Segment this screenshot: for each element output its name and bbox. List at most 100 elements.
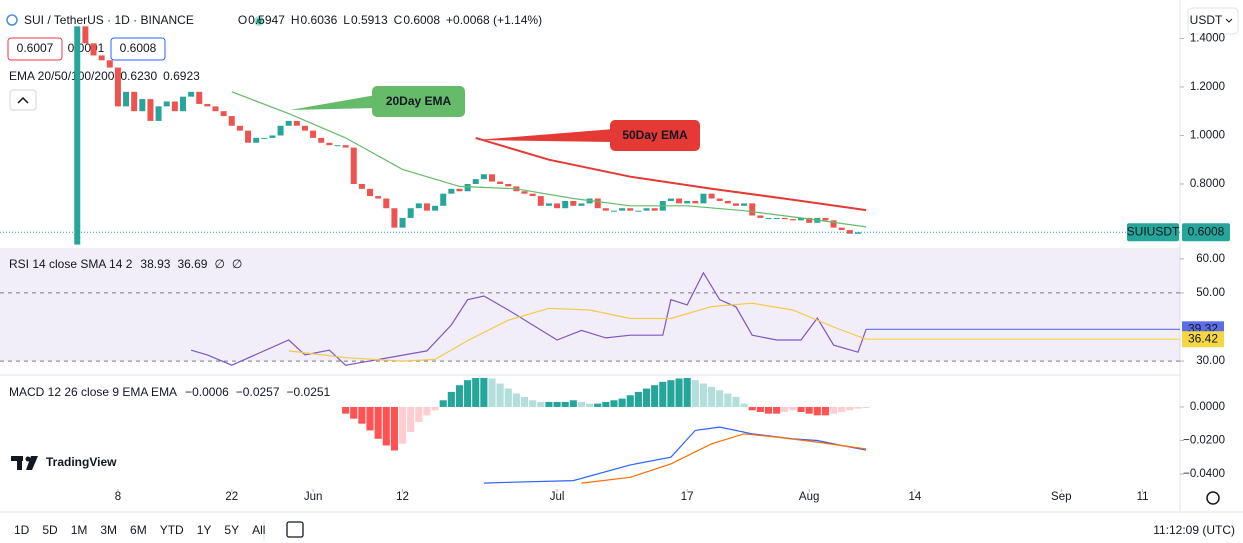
indicator-line [475, 136, 867, 212]
y-tick-label: −0.0400 [1183, 468, 1225, 480]
histogram-bar [594, 403, 602, 407]
candle [724, 200, 731, 204]
histogram-bar [626, 395, 634, 407]
candle [220, 111, 227, 117]
histogram-bar [813, 406, 821, 416]
candle [619, 208, 626, 211]
candle [179, 96, 186, 112]
histogram-bar [390, 406, 398, 451]
range-button[interactable]: 1M [71, 523, 88, 537]
range-button[interactable]: 1D [14, 523, 30, 537]
candle [375, 196, 382, 199]
pane-title: RSI 14 close SMA 14 2 [9, 257, 133, 271]
histogram-bar [545, 401, 553, 407]
histogram-bar [423, 406, 431, 416]
collapse-button[interactable] [9, 89, 37, 111]
histogram-bar [805, 406, 813, 414]
candle [204, 103, 211, 107]
histogram-bar [480, 378, 488, 407]
ohlc-value: 0.5947 [248, 13, 285, 27]
histogram-bar [699, 383, 708, 407]
histogram-bar [724, 393, 732, 407]
candle [432, 205, 439, 211]
logo-shape [26, 456, 38, 470]
candle [480, 174, 487, 180]
change: +0.0068 (+1.14%) [446, 13, 542, 27]
y-tick-label: 50.00 [1196, 287, 1225, 299]
x-tick-label: Jul [550, 491, 565, 503]
range-button[interactable]: YTD [160, 523, 184, 537]
histogram-bar [610, 400, 618, 407]
last-label: SUIUSDT [1127, 224, 1180, 238]
histogram-bar [504, 388, 512, 407]
candle [773, 217, 780, 219]
histogram-bar [529, 400, 537, 407]
candle [676, 198, 683, 204]
histogram-bar [398, 406, 407, 444]
candle [594, 198, 601, 209]
range-button[interactable]: 5Y [224, 523, 239, 537]
candle [163, 101, 170, 107]
candle [391, 208, 398, 228]
range-button[interactable]: 6M [130, 523, 147, 537]
histogram-bar [764, 406, 773, 414]
last-value-bg [1182, 223, 1230, 242]
histogram-bar [740, 403, 748, 407]
dropdown-icon [1225, 18, 1233, 23]
histogram-bar [797, 406, 805, 412]
histogram-bar [374, 406, 382, 439]
y-tick-label: 0.8000 [1190, 178, 1225, 190]
histogram-bar [821, 406, 829, 416]
histogram-bar [358, 406, 366, 424]
candle [342, 145, 349, 148]
last-value: 36.42 [1188, 331, 1218, 345]
candle [732, 203, 739, 206]
histogram-bar [342, 406, 350, 414]
y-tick-label: 30.00 [1196, 355, 1225, 367]
candle [798, 217, 805, 221]
candle [521, 191, 528, 194]
ask-box[interactable] [110, 37, 166, 61]
range-button[interactable]: 5D [42, 523, 58, 537]
settings-icon[interactable] [1206, 491, 1220, 505]
x-tick-label: Aug [799, 491, 819, 503]
candle [285, 120, 292, 126]
histogram-bar [634, 391, 642, 407]
range-button[interactable]: 3M [100, 523, 117, 537]
last-value-bg [1182, 331, 1224, 348]
histogram-bar [756, 406, 764, 412]
date-range-icon[interactable] [286, 521, 304, 538]
candle [610, 210, 617, 212]
callout-pointer [290, 95, 376, 110]
candle [635, 210, 642, 212]
histogram-bar [382, 406, 390, 446]
candle [423, 203, 430, 211]
candle [407, 208, 414, 218]
bid-box[interactable] [7, 37, 63, 61]
histogram-bar [781, 406, 789, 412]
candle [667, 198, 674, 201]
candle [854, 232, 861, 234]
x-tick-label: 8 [115, 491, 121, 503]
histogram-bar [472, 378, 480, 407]
pane-value: ∅ [232, 257, 242, 271]
histogram-bar [618, 398, 626, 407]
currency-select[interactable] [1187, 7, 1239, 35]
candle [212, 106, 219, 112]
candle [74, 26, 81, 245]
candle [643, 208, 650, 211]
range-button[interactable]: 1Y [197, 523, 212, 537]
candle [806, 217, 813, 223]
candle [196, 91, 203, 104]
candle [106, 60, 113, 68]
histogram-bar [602, 401, 610, 407]
histogram-bar [350, 406, 358, 419]
candle [545, 203, 552, 206]
range-button[interactable]: All [252, 523, 265, 537]
collapse-icon [17, 96, 29, 104]
callout-label: 20Day EMA [386, 94, 452, 108]
ohlc-value: 0.5913 [351, 13, 388, 27]
candle [570, 200, 577, 206]
histogram-bar [829, 406, 838, 414]
